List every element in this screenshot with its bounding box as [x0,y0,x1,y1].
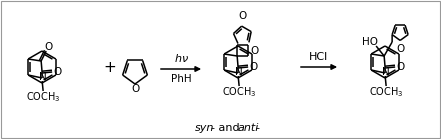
Text: HCl: HCl [310,52,329,62]
Text: O: O [250,45,258,55]
Text: - and: - and [211,123,243,133]
Text: N: N [382,67,390,77]
Text: O: O [396,44,404,54]
Text: O: O [44,42,52,52]
Text: O: O [131,85,139,95]
Text: O: O [249,62,257,72]
Text: -: - [255,123,259,133]
Text: N: N [235,67,243,77]
Text: +: + [104,59,116,75]
Text: anti: anti [238,123,259,133]
Text: HO: HO [362,37,378,47]
Text: O: O [396,62,404,72]
Text: N: N [39,72,47,82]
Text: $h\nu$: $h\nu$ [173,52,188,64]
Text: PhH: PhH [171,74,191,84]
Text: O: O [239,11,247,21]
Text: syn: syn [195,123,214,133]
Text: COCH$_3$: COCH$_3$ [369,85,404,99]
Text: COCH$_3$: COCH$_3$ [222,85,256,99]
Text: COCH$_3$: COCH$_3$ [26,90,60,104]
Text: O: O [53,67,61,77]
